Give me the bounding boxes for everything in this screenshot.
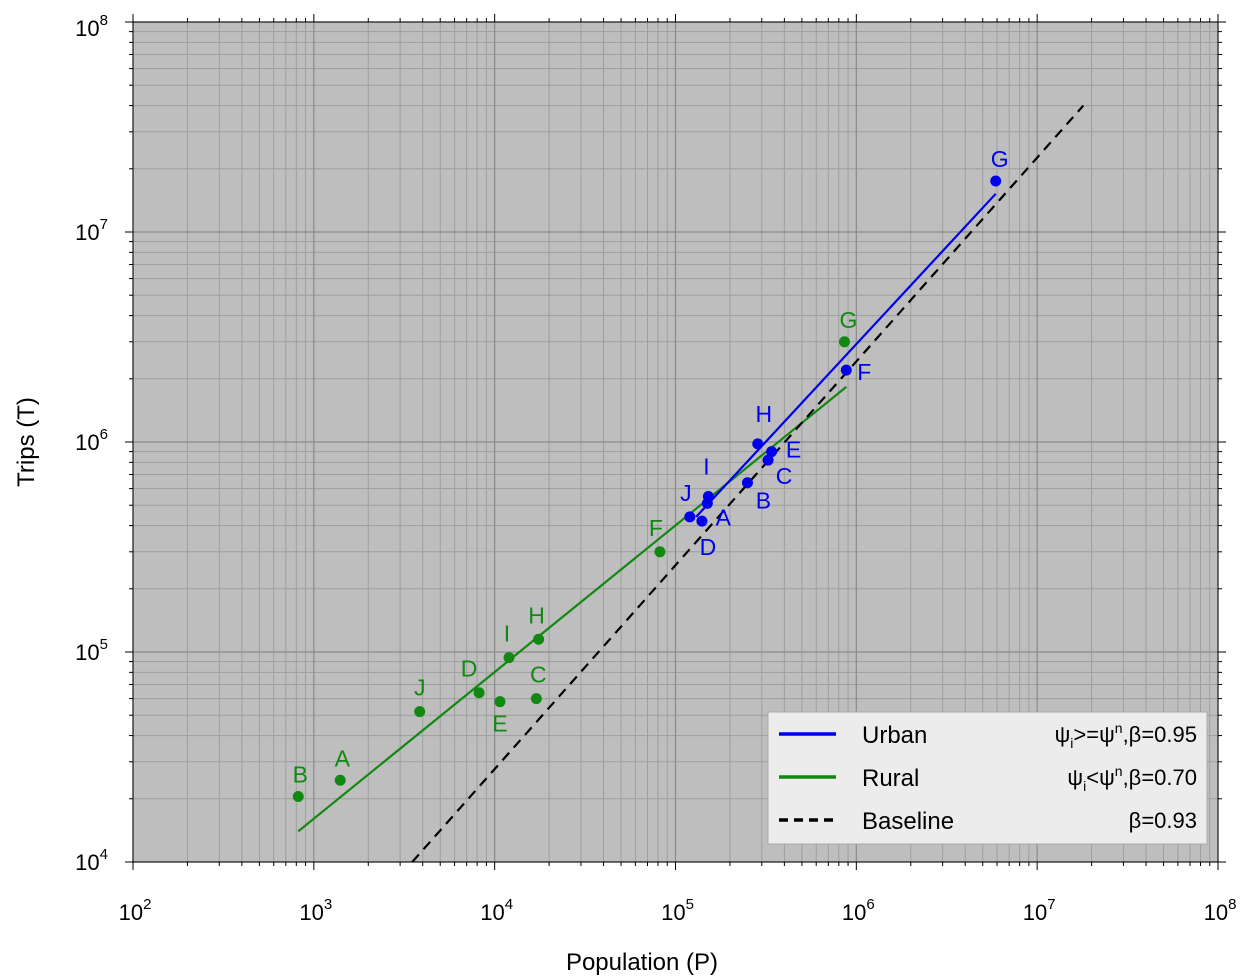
legend-label-rural: Rural [862,765,919,792]
point-label-rural-B: B [293,762,308,788]
point-urban-E [766,446,778,458]
point-urban-F [840,364,852,376]
legend-beta-rural: ψi<ψn,β=0.70 [1067,763,1197,794]
point-label-rural-E: E [492,711,507,737]
point-rural-G [838,336,850,348]
point-urban-C [762,454,774,466]
x-tick-labels: 102 103 104 105 106 107 108 [119,896,1237,925]
y-tick-labels: 104 105 106 107 108 [75,12,108,875]
legend-box [767,711,1208,845]
point-label-urban-E: E [786,437,801,463]
legend-beta-baseline: β=0.93 [1129,808,1197,833]
point-urban-D [696,515,708,527]
point-rural-A [334,774,346,786]
data-points [292,175,1002,803]
fit-line-rural [297,386,847,833]
x-tick-label: 102 [119,896,152,925]
y-tick-label: 106 [75,426,108,455]
fit-line-urban [695,193,997,518]
point-label-urban-B: B [756,488,771,514]
y-axis-label: Trips (T) [13,397,40,487]
point-rural-J [414,706,426,718]
x-tick-label: 106 [842,896,875,925]
point-rural-I [503,652,515,664]
legend-label-baseline: Baseline [862,808,954,835]
x-axis-label: Population (P) [566,949,718,976]
y-tick-label: 105 [75,636,108,665]
point-label-rural-D: D [461,656,478,682]
point-label-urban-C: C [776,463,793,489]
y-tick-label: 107 [75,216,108,245]
point-rural-E [494,696,506,708]
point-rural-C [530,693,542,705]
x-tick-label: 107 [1023,896,1056,925]
point-label-urban-A: A [716,504,732,530]
point-urban-J [684,511,696,523]
x-tick-label: 103 [299,896,332,925]
point-label-rural-C: C [530,662,547,688]
y-tick-label: 108 [75,12,108,41]
x-tick-label: 104 [480,896,513,925]
point-rural-B [292,791,304,803]
point-rural-D [473,687,485,699]
point-label-rural-G: G [840,307,858,333]
legend: Urban ψi>=ψn,β=0.95 Rural ψi<ψn,β=0.70 Basel… [767,711,1208,845]
point-urban-G [990,175,1002,187]
point-label-urban-F: F [857,359,871,385]
x-tick-label: 105 [661,896,694,925]
point-label-rural-H: H [528,602,545,628]
plot-frame [132,21,1219,863]
x-tick-label: 108 [1204,896,1237,925]
point-label-rural-F: F [649,515,663,541]
point-urban-B [741,477,753,489]
point-label-urban-D: D [700,534,717,560]
point-urban-H [752,438,764,450]
legend-beta-urban: ψi>=ψn,β=0.95 [1055,720,1197,751]
point-rural-F [654,546,666,558]
point-label-rural-A: A [335,745,351,771]
point-label-urban-G: G [991,146,1009,172]
point-label-rural-I: I [504,621,510,647]
point-label-urban-H: H [755,401,772,427]
axis-ticks [125,14,1226,870]
point-label-rural-J: J [414,675,426,701]
point-label-urban-J: J [680,480,692,506]
point-label-urban-I: I [703,454,709,480]
fit-lines [297,104,1085,863]
legend-label-urban: Urban [862,722,927,749]
y-tick-label: 104 [75,846,108,875]
point-rural-H [533,633,545,645]
point-urban-I [702,491,714,503]
fit-line-baseline [411,104,1085,863]
